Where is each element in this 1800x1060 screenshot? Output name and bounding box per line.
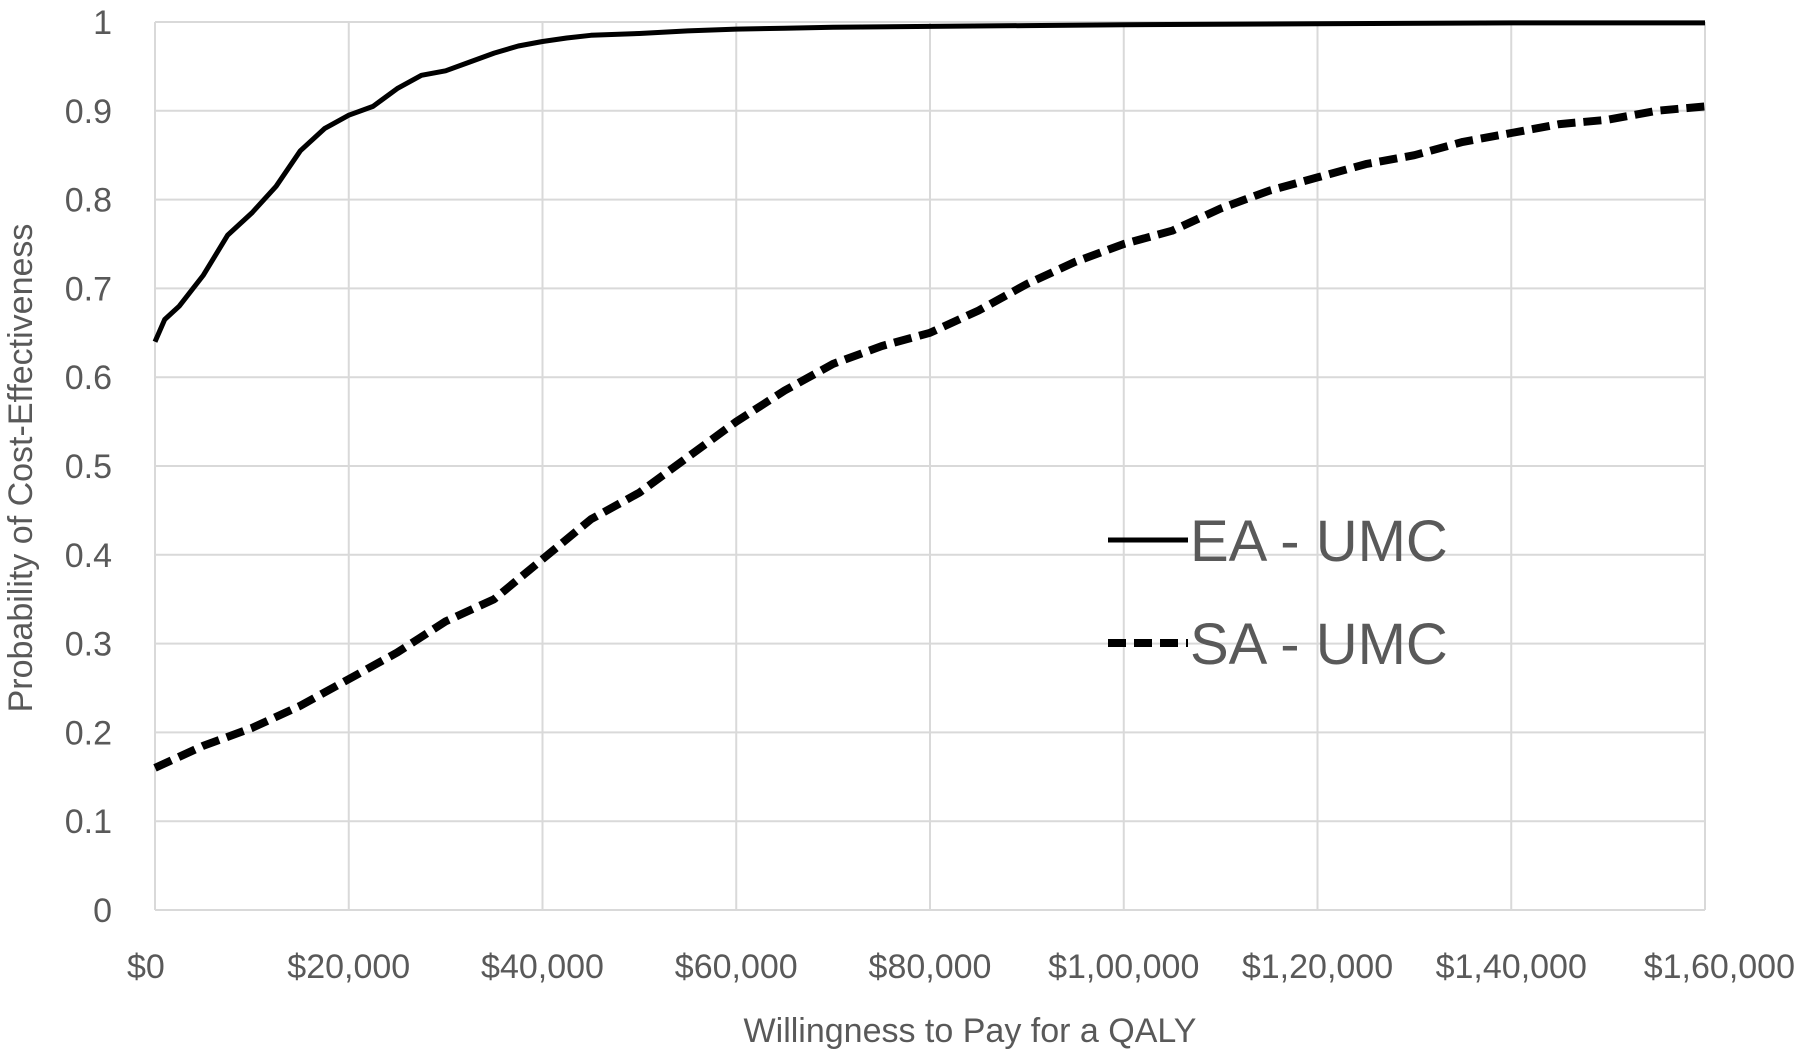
x-tick-label: $0 [127,948,165,986]
series-line-ea-umc [152,20,1705,343]
x-tick-label: $40,000 [481,948,604,986]
y-tick-label: 0.5 [65,448,112,486]
x-tick-label: $80,000 [869,948,992,986]
y-tick-label: 0.3 [65,626,112,664]
legend: EA - UMC SA - UMC [1108,509,1448,677]
legend-label-ea-umc: EA - UMC [1190,509,1448,574]
legend-label-sa-umc: SA - UMC [1190,612,1448,677]
x-tick-label: $1,20,000 [1242,948,1393,986]
y-tick-label: 0.4 [65,537,112,575]
series-line-sa-umc [153,102,1706,772]
axes [154,22,1705,911]
y-tick-label: 0.8 [65,182,112,220]
y-tick-label: 0.9 [65,93,112,131]
y-tick-label: 0.1 [65,803,112,841]
gridlines [155,21,1706,910]
x-tick-label: $1,00,000 [1048,948,1199,986]
x-tick-label: $60,000 [675,948,798,986]
y-tick-label: 0 [93,892,112,930]
x-tick-labels: $0 $20,000 $40,000 $60,000 $80,000 $1,00,000 $… [127,948,1795,986]
y-tick-label: 1 [93,4,112,42]
x-axis-title: Willingness to Pay for a QALY [744,1012,1197,1050]
x-tick-label: $1,60,000 [1644,948,1795,986]
y-tick-label: 0.2 [65,714,112,752]
x-tick-label: $1,40,000 [1436,948,1587,986]
x-tick-label: $20,000 [287,948,410,986]
series-layer [152,20,1706,772]
y-tick-labels: 0 0.1 0.2 0.3 0.4 0.5 0.6 0.7 0.8 0.9 1 [65,4,112,930]
y-tick-label: 0.7 [65,270,112,308]
y-tick-label: 0.6 [65,359,112,397]
y-axis-title: Probability of Cost-Effectiveness [2,224,40,713]
